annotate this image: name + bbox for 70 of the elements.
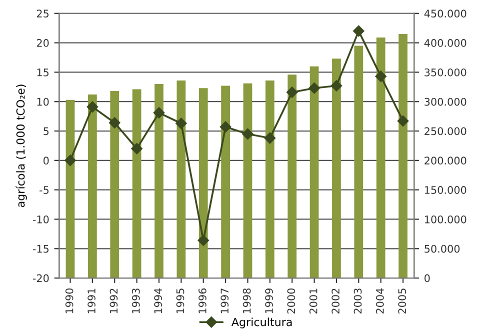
bar <box>110 91 120 278</box>
bar <box>376 38 386 278</box>
bar <box>176 80 186 278</box>
point <box>198 234 209 246</box>
bar <box>154 84 164 278</box>
bar <box>354 46 364 278</box>
point <box>153 107 165 118</box>
bar <box>310 66 319 278</box>
point <box>353 25 364 37</box>
x-tick-label: 1996 <box>198 288 206 314</box>
y-tick-label: -20 <box>32 274 49 282</box>
y-tick-label: 15 <box>37 68 49 76</box>
y-tick-label: 20 <box>36 39 49 47</box>
x-tick-label: 2001 <box>309 288 318 314</box>
y2-tick-label: 450.000 <box>424 10 466 18</box>
y2-tick-label: 250.000 <box>424 127 466 136</box>
x-tick-label: 1997 <box>220 288 229 314</box>
x-tick-label: 2005 <box>398 288 406 314</box>
point <box>86 101 98 113</box>
y-tick-label: 25 <box>36 10 49 18</box>
x-tick-label: 2002 <box>332 288 340 314</box>
y2-tick-label: 200.000 <box>424 156 466 165</box>
y-tick-label: 5 <box>44 127 49 136</box>
bar <box>332 58 341 278</box>
y2-tick-label: 300.000 <box>424 98 466 106</box>
x-tick-label: 1990 <box>65 288 74 314</box>
point <box>176 118 187 129</box>
bar <box>221 86 230 278</box>
point <box>264 132 276 144</box>
y2-tick-label: 400.000 <box>424 39 466 47</box>
y-tick-label: 0 <box>43 156 49 165</box>
bar <box>88 94 97 278</box>
y2-tick-label: 50.000 <box>424 244 460 253</box>
x-tick-label: 1995 <box>176 288 184 314</box>
x-tick-label: 1999 <box>265 288 273 314</box>
point <box>330 80 342 92</box>
point <box>375 70 386 82</box>
point <box>64 154 76 166</box>
x-tick-label: 1991 <box>88 288 96 314</box>
y2-tick-label: 100.000 <box>424 215 466 224</box>
point <box>242 128 254 140</box>
point <box>109 117 120 128</box>
bar <box>66 100 75 278</box>
point <box>131 143 142 154</box>
x-tick-label: 2000 <box>287 288 296 314</box>
point <box>220 121 232 133</box>
y2-tick-label: 350.000 <box>424 68 466 76</box>
point <box>397 115 409 127</box>
bar <box>288 74 297 278</box>
y2-tick-label: 0 <box>424 274 430 282</box>
x-tick-label: 1994 <box>154 288 162 314</box>
y-axis-title: agrícola (1.000 tCO₂e) <box>16 84 27 208</box>
y2-tick-label: 150.000 <box>424 186 466 194</box>
x-tick-label: 2003 <box>354 288 362 314</box>
bar <box>198 88 208 278</box>
point <box>308 82 320 94</box>
x-tick-label: 1992 <box>110 288 118 314</box>
y-tick-label: -15 <box>32 245 49 253</box>
y-tick-label: 10 <box>37 98 49 106</box>
y-tick-label: -10 <box>32 215 49 224</box>
x-tick-label: 2004 <box>376 288 384 314</box>
point <box>286 86 298 98</box>
bar <box>398 34 408 278</box>
bar <box>243 83 252 278</box>
legend-label: Agricultura <box>231 318 292 328</box>
y-tick-label: -5 <box>40 186 49 194</box>
bar <box>265 80 274 278</box>
x-tick-label: 1993 <box>132 288 140 314</box>
x-tick-label: 1998 <box>242 288 251 314</box>
bar <box>132 89 142 278</box>
